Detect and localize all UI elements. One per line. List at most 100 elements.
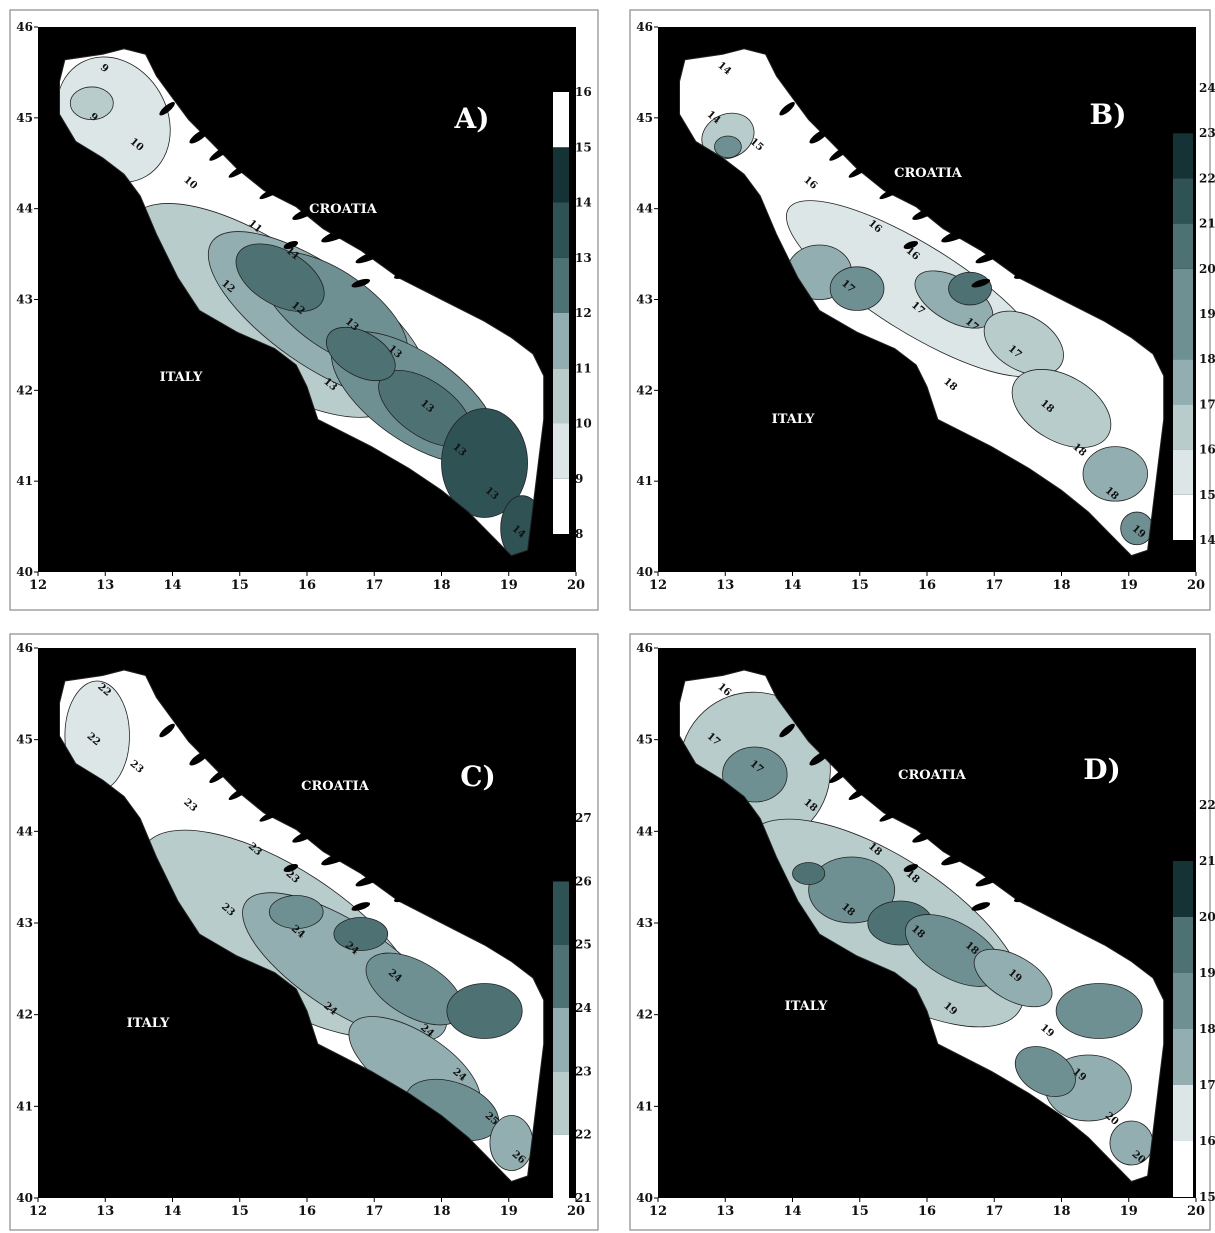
x-tick-label: 19	[1120, 578, 1138, 593]
island	[809, 750, 830, 766]
island	[903, 863, 919, 873]
island	[941, 225, 978, 243]
x-tick-label: 14	[783, 578, 801, 593]
colorbar-swatch	[1173, 805, 1193, 861]
island	[159, 723, 175, 738]
colorbar-tick-label: 26	[575, 874, 592, 888]
island	[975, 871, 1008, 887]
x-tick-label: 12	[29, 1204, 47, 1219]
colorbar-tick-label: 27	[575, 811, 592, 825]
x-tick-label: 17	[365, 1204, 383, 1219]
colorbar-tick-label: 13	[575, 251, 592, 265]
y-tick-label: 42	[16, 1008, 33, 1022]
island	[259, 804, 290, 822]
contour-region	[1014, 1046, 1076, 1097]
y-tick-label: 42	[16, 383, 33, 397]
colorbar-swatch	[553, 147, 569, 203]
y-tick-label: 43	[636, 293, 653, 307]
y-tick-label: 45	[16, 111, 33, 125]
panel-frame-b	[629, 9, 1211, 611]
colorbar-tick-label: 17	[1199, 397, 1215, 411]
x-tick-label: 17	[985, 578, 1003, 593]
contour-region	[333, 917, 389, 951]
colorbar-swatch	[1173, 88, 1193, 134]
colorbar-tick-label: 16	[1199, 443, 1215, 457]
x-tick-label: 15	[231, 578, 249, 593]
colorbar-tick-label: 21	[1199, 854, 1215, 868]
island	[283, 863, 299, 873]
colorbar-tick-label: 11	[575, 361, 592, 375]
island	[355, 248, 388, 264]
contour-region	[948, 271, 992, 306]
colorbar-tick-label: 14	[575, 196, 592, 210]
colorbar-swatch	[1173, 1029, 1193, 1085]
x-tick-label: 14	[163, 578, 181, 593]
sea-area	[679, 670, 1164, 1182]
country-label-croatia: CROATIA	[894, 166, 963, 181]
island	[971, 278, 991, 288]
y-tick-label: 45	[636, 733, 653, 747]
contour-region	[235, 243, 325, 312]
y-tick-label: 40	[16, 1191, 33, 1205]
island	[292, 204, 322, 220]
contour-region	[792, 862, 826, 885]
contour-region	[808, 856, 896, 924]
x-tick-label: 17	[365, 578, 383, 593]
colorbar-b: 14 15 16 17 18 19 20 21 22 23 24	[1173, 81, 1215, 547]
colorbar-swatch	[553, 1008, 569, 1072]
map-c: 222223232323232424242424242526CROATIAITA…	[38, 648, 576, 1198]
country-label-italy: ITALY	[127, 1016, 170, 1031]
colorbar-tick-label: 15	[1199, 488, 1215, 502]
y-tick-label: 46	[636, 641, 653, 655]
colorbar-tick-label: 23	[1199, 126, 1215, 140]
colorbar-tick-label: 20	[1199, 262, 1215, 276]
colorbar-swatch	[1173, 973, 1193, 1029]
y-tick-label: 44	[636, 824, 653, 838]
colorbar-tick-label: 12	[575, 306, 592, 320]
contour-region	[1055, 983, 1143, 1039]
island	[975, 248, 1008, 264]
panel-label: B)	[1090, 98, 1127, 131]
island	[228, 782, 257, 800]
colorbar-swatch	[553, 368, 569, 424]
map-a: 9910101111121213131313131314CROATIAITALY…	[38, 27, 576, 572]
x-tick-label: 12	[649, 1204, 667, 1219]
x-tick-label: 20	[567, 1204, 585, 1219]
y-tick-label: 41	[16, 1099, 33, 1113]
map-b: 141415161616171717171818181819CROATIAITA…	[658, 27, 1196, 572]
island	[321, 225, 358, 243]
colorbar-tick-label: 15	[575, 140, 592, 154]
sea-area	[59, 48, 544, 556]
y-tick-label: 41	[636, 474, 653, 488]
x-tick-label: 20	[1187, 578, 1205, 593]
y-tick-label: 43	[636, 916, 653, 930]
y-tick-label: 40	[636, 1191, 653, 1205]
island	[393, 265, 425, 279]
x-tick-label: 20	[1187, 1204, 1205, 1219]
x-tick-label: 18	[432, 1204, 450, 1219]
island	[912, 204, 942, 220]
colorbar-tick-label: 25	[575, 938, 592, 952]
colorbar-tick-label: 10	[575, 417, 592, 431]
colorbar-swatch	[553, 1134, 569, 1198]
colorbar-swatch	[1173, 314, 1193, 360]
island	[941, 848, 978, 866]
y-tick-label: 42	[636, 383, 653, 397]
x-tick-label: 14	[783, 1204, 801, 1219]
colorbar-tick-label: 15	[1199, 1190, 1215, 1204]
island	[209, 143, 233, 161]
x-tick-label: 19	[1120, 1204, 1138, 1219]
colorbar-swatch	[553, 423, 569, 479]
y-tick-label: 46	[16, 20, 33, 34]
contour-region	[983, 310, 1064, 376]
x-tick-label: 16	[918, 578, 936, 593]
colorbar-swatch	[1173, 449, 1193, 495]
y-tick-label: 44	[16, 202, 33, 216]
x-tick-label: 16	[298, 578, 316, 593]
x-tick-label: 15	[231, 1204, 249, 1219]
colorbar-tick-label: 16	[575, 85, 592, 99]
colorbar-tick-label: 22	[1199, 798, 1215, 812]
contour-region	[441, 408, 528, 518]
y-tick-label: 41	[16, 474, 33, 488]
x-tick-label: 12	[649, 578, 667, 593]
